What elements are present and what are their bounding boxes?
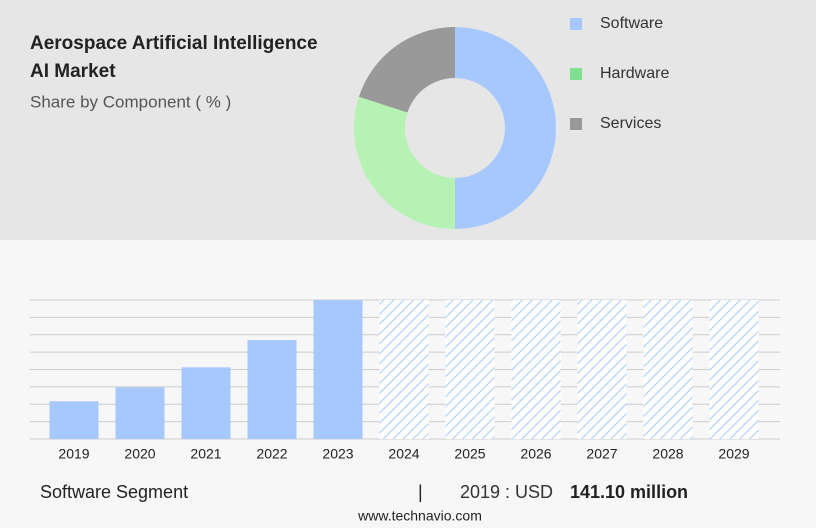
bar	[247, 340, 297, 439]
x-tick-label: 2025	[454, 446, 485, 462]
x-tick-label: 2029	[718, 446, 749, 462]
title: Aerospace Artificial Intelligence AI Mar…	[30, 33, 323, 82]
x-tick-label: 2023	[322, 446, 353, 462]
forecast-bar	[445, 300, 495, 439]
year-label: 2019 : USD	[460, 482, 553, 502]
separator: |	[418, 482, 423, 502]
value-label: 141.10 million	[570, 482, 688, 502]
x-tick-label: 2026	[520, 446, 551, 462]
forecast-bar	[709, 300, 759, 439]
forecast-bar	[577, 300, 627, 439]
bar	[115, 387, 165, 439]
donut-segment	[455, 27, 556, 229]
forecast-bar	[511, 300, 561, 439]
title-line: AI Market	[30, 61, 116, 82]
title-line: Aerospace Artificial Intelligence	[30, 33, 318, 54]
x-tick-label: 2024	[388, 446, 419, 462]
segment-label: Software Segment	[40, 482, 188, 502]
x-tick-label: 2019	[58, 446, 89, 462]
donut-segment	[353, 96, 455, 230]
legend-swatch	[570, 18, 582, 30]
bar	[313, 300, 363, 439]
bar	[49, 401, 99, 439]
legend-label: Services	[600, 115, 661, 132]
x-tick-label: 2027	[586, 446, 617, 462]
legend-swatch	[570, 68, 582, 80]
x-tick-label: 2020	[124, 446, 155, 462]
legend-label: Software	[600, 15, 663, 32]
bar	[181, 367, 231, 439]
forecast-bar	[643, 300, 693, 439]
subtitle: Share by Component ( % )	[30, 92, 231, 111]
legend-label: Hardware	[600, 65, 669, 82]
x-tick-label: 2028	[652, 446, 683, 462]
x-tick-label: 2021	[190, 446, 221, 462]
donut-segment	[358, 27, 455, 113]
legend-swatch	[570, 118, 582, 130]
x-tick-label: 2022	[256, 446, 287, 462]
source: www.technavio.com	[357, 508, 482, 524]
forecast-bar	[379, 300, 429, 439]
